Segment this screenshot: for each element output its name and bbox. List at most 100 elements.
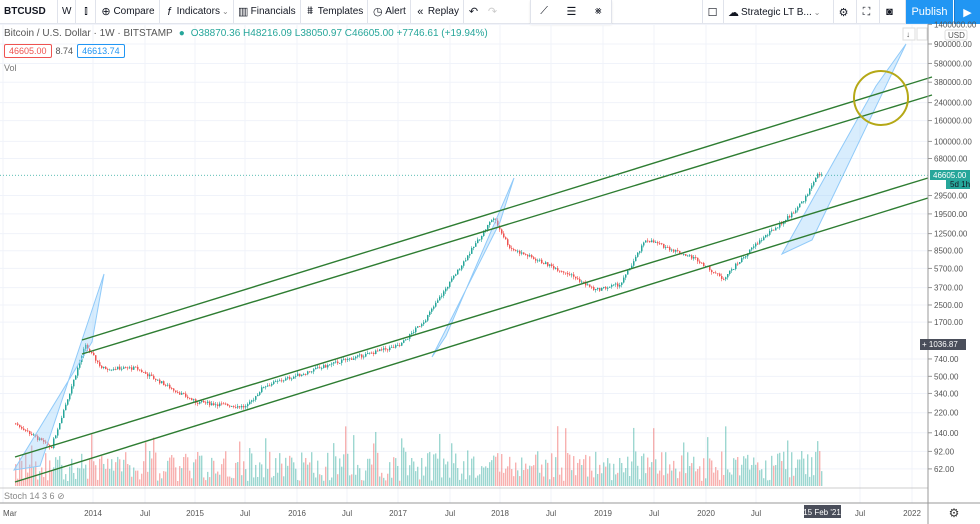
channel-line[interactable] [81,76,933,341]
bid-price[interactable]: 46605.00 [4,44,52,58]
candle [421,324,423,327]
channel-line[interactable] [14,177,929,458]
volume-bar [503,472,505,486]
price-tick-label: 12500.00 [934,230,968,239]
channel-line[interactable] [81,94,933,355]
candle [357,355,359,357]
candle [483,230,485,236]
fib-lines-icon[interactable]: ☰ [566,6,577,18]
parallel-channel-box[interactable] [431,177,515,358]
candle [233,406,235,408]
crosshair-date-badge [804,505,841,518]
volume-bar [329,480,331,486]
candle [53,438,55,448]
price-tick-label: 380000.00 [934,78,972,87]
candle [41,438,43,441]
volume-bar [487,467,489,486]
candle [503,233,505,238]
candle [255,396,257,400]
publish-button[interactable]: Publish [906,0,953,24]
undo-button[interactable]: ↶ [464,0,483,24]
volume-bar [365,470,367,486]
volume-bar [195,459,197,486]
candle [519,250,521,254]
pattern-icon[interactable]: ⨳ [594,5,602,17]
volume-bar [279,453,281,486]
templates-button[interactable]: ⩩ Templates [301,0,369,24]
volume-bar [419,479,421,486]
volume-bar [89,458,91,486]
candle [371,352,373,354]
volume-bar [757,462,759,486]
alert-button[interactable]: ◷ Alert [368,0,411,24]
candle [749,249,751,254]
channel-line[interactable] [14,197,929,483]
candle [183,393,185,394]
ask-price[interactable]: 46613.74 [77,44,125,58]
compare-button[interactable]: ⊕ Compare [96,0,160,24]
volume-bar [459,479,461,486]
target-circle[interactable] [853,70,909,126]
price-tick-label: 68000.00 [934,155,968,164]
currency-button[interactable] [944,29,968,41]
volume-bar [701,480,703,486]
volume-bar [299,480,301,486]
volume-bar [391,477,393,486]
candle [181,393,183,395]
price-tick-label: 1700.00 [934,318,963,327]
volume-bar [567,453,569,486]
axis-settings-gear-icon[interactable]: ⚙ [949,506,960,520]
candle [281,380,283,382]
scroll-down-button[interactable] [902,27,916,41]
volume-bar [749,469,751,486]
candle [653,240,655,243]
layout-menu[interactable]: ☁ Strategic LT B... ⌄ [724,0,834,24]
volume-bar [581,465,583,486]
volume-bar [131,476,133,486]
financials-button[interactable]: ▥ Financials [234,0,301,24]
redo-button[interactable]: ↷ [483,0,502,24]
indicators-button[interactable]: f Indicators ⌄ [160,0,234,24]
volume-bar [591,470,593,486]
layout-toggle-button[interactable]: ☐ [702,0,724,24]
volume-bar [319,474,321,486]
candle [417,326,419,328]
time-tick-label: Mar [3,509,17,518]
candle [611,285,613,287]
candle [399,344,401,346]
symbol-search[interactable]: BTCUSD [0,0,58,24]
volume-bar [203,477,205,486]
parallel-channel-box[interactable] [13,273,105,471]
volume-bar [765,460,767,486]
candle [55,435,57,439]
replay-button[interactable]: «Replay [411,0,464,24]
candle [325,365,327,368]
candle [555,268,557,269]
parallel-channel-box[interactable] [780,43,907,256]
interval-button[interactable]: W [58,0,77,24]
candle [203,400,205,403]
fullscreen-button[interactable]: ⛶ [857,0,880,24]
trendline-icon[interactable]: ⟋ [540,5,548,17]
candle [313,369,315,372]
chart-type-button[interactable]: ⫾ [76,0,97,24]
candle [335,361,337,363]
volume-bar [607,458,609,486]
volume-bar [641,456,643,486]
snapshot-button[interactable]: ◙ [880,0,906,24]
candle [435,302,437,307]
volume-bar [367,458,369,486]
candle [153,375,155,379]
candle [621,282,623,286]
autoscale-button[interactable] [916,27,928,41]
volume-bar [501,454,503,486]
volume-bar [41,467,43,486]
volume-bar [333,443,335,486]
volume-bar [569,454,571,486]
settings-button[interactable]: ⚙ [834,0,857,24]
volume-bar [769,479,771,486]
play-button[interactable]: ▶ [954,0,980,24]
candle [567,273,569,275]
hidden-eye-icon[interactable]: ⊘ [57,491,65,501]
